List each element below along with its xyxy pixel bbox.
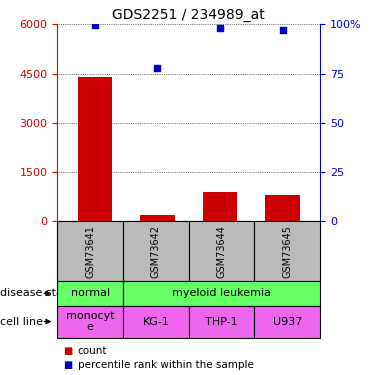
Bar xyxy=(265,195,300,221)
Text: THP-1: THP-1 xyxy=(205,316,238,327)
Point xyxy=(154,64,160,70)
Text: U937: U937 xyxy=(273,316,302,327)
Text: GSM73642: GSM73642 xyxy=(151,225,161,278)
Text: ■: ■ xyxy=(63,345,72,355)
Text: GSM73641: GSM73641 xyxy=(85,225,95,278)
Text: monocyt
e: monocyt e xyxy=(66,311,114,332)
Point xyxy=(217,26,223,32)
Point xyxy=(92,22,98,28)
Text: ■: ■ xyxy=(63,360,72,370)
Bar xyxy=(203,192,237,221)
Text: myeloid leukemia: myeloid leukemia xyxy=(172,288,271,298)
Text: percentile rank within the sample: percentile rank within the sample xyxy=(78,360,253,370)
Text: count: count xyxy=(78,345,107,355)
Text: KG-1: KG-1 xyxy=(142,316,169,327)
Text: normal: normal xyxy=(71,288,110,298)
Text: disease state: disease state xyxy=(0,288,74,298)
Bar xyxy=(78,77,112,221)
Point xyxy=(280,27,286,33)
Text: GSM73644: GSM73644 xyxy=(216,225,226,278)
Text: GSM73645: GSM73645 xyxy=(282,225,292,278)
Title: GDS2251 / 234989_at: GDS2251 / 234989_at xyxy=(112,8,265,22)
Text: cell line: cell line xyxy=(0,316,43,327)
Bar xyxy=(140,214,175,221)
